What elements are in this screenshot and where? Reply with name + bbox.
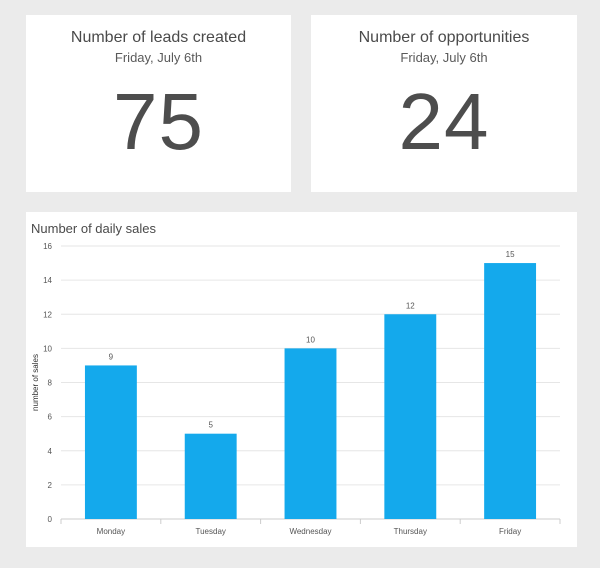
chart-title: Number of daily sales: [31, 221, 156, 236]
y-tick-label: 16: [43, 242, 52, 251]
bar-thursday: [384, 314, 437, 519]
kpi-card-leads: Number of leads created Friday, July 6th…: [26, 15, 291, 192]
kpi-value: 75: [113, 77, 204, 166]
data-label: 10: [306, 335, 315, 344]
daily-sales-chart-card: Number of daily sales 0 2 4 6 8 10 12 14 16 numbe…: [26, 212, 577, 547]
y-tick-label: 6: [48, 413, 53, 422]
y-tick-label: 14: [43, 276, 52, 285]
x-tick-label: Wednesday: [289, 527, 331, 536]
bar-wednesday: [284, 348, 337, 519]
y-tick-label: 0: [48, 515, 53, 524]
data-label: 12: [406, 301, 415, 310]
kpi-card-opportunities: Number of opportunities Friday, July 6th…: [311, 15, 577, 192]
kpi-date: Friday, July 6th: [400, 50, 488, 65]
y-tick-label: 4: [48, 447, 53, 456]
bar-tuesday: [184, 433, 237, 519]
y-tick-label: 12: [43, 310, 52, 319]
kpi-title: Number of opportunities: [358, 29, 530, 46]
y-tick-label: 8: [48, 379, 53, 388]
data-label: 5: [208, 421, 213, 430]
y-tick-label: 2: [48, 481, 53, 490]
y-tick-label: 10: [43, 344, 52, 353]
bar-chart: 0 2 4 6 8 10 12 14 16 number of sales 9 Monday 5 Tues…: [31, 242, 561, 536]
x-tick-label: Friday: [499, 527, 521, 536]
bar-friday: [484, 263, 537, 519]
x-tick-label: Monday: [97, 527, 125, 536]
data-label: 15: [506, 250, 515, 259]
x-tick-label: Thursday: [394, 527, 427, 536]
x-tick-label: Tuesday: [196, 527, 226, 536]
data-label: 9: [109, 352, 114, 361]
bar-monday: [84, 365, 137, 519]
y-axis-title: number of sales: [31, 354, 40, 411]
kpi-date: Friday, July 6th: [114, 50, 203, 65]
kpi-value: 24: [398, 77, 490, 166]
kpi-title: Number of leads created: [70, 29, 247, 46]
